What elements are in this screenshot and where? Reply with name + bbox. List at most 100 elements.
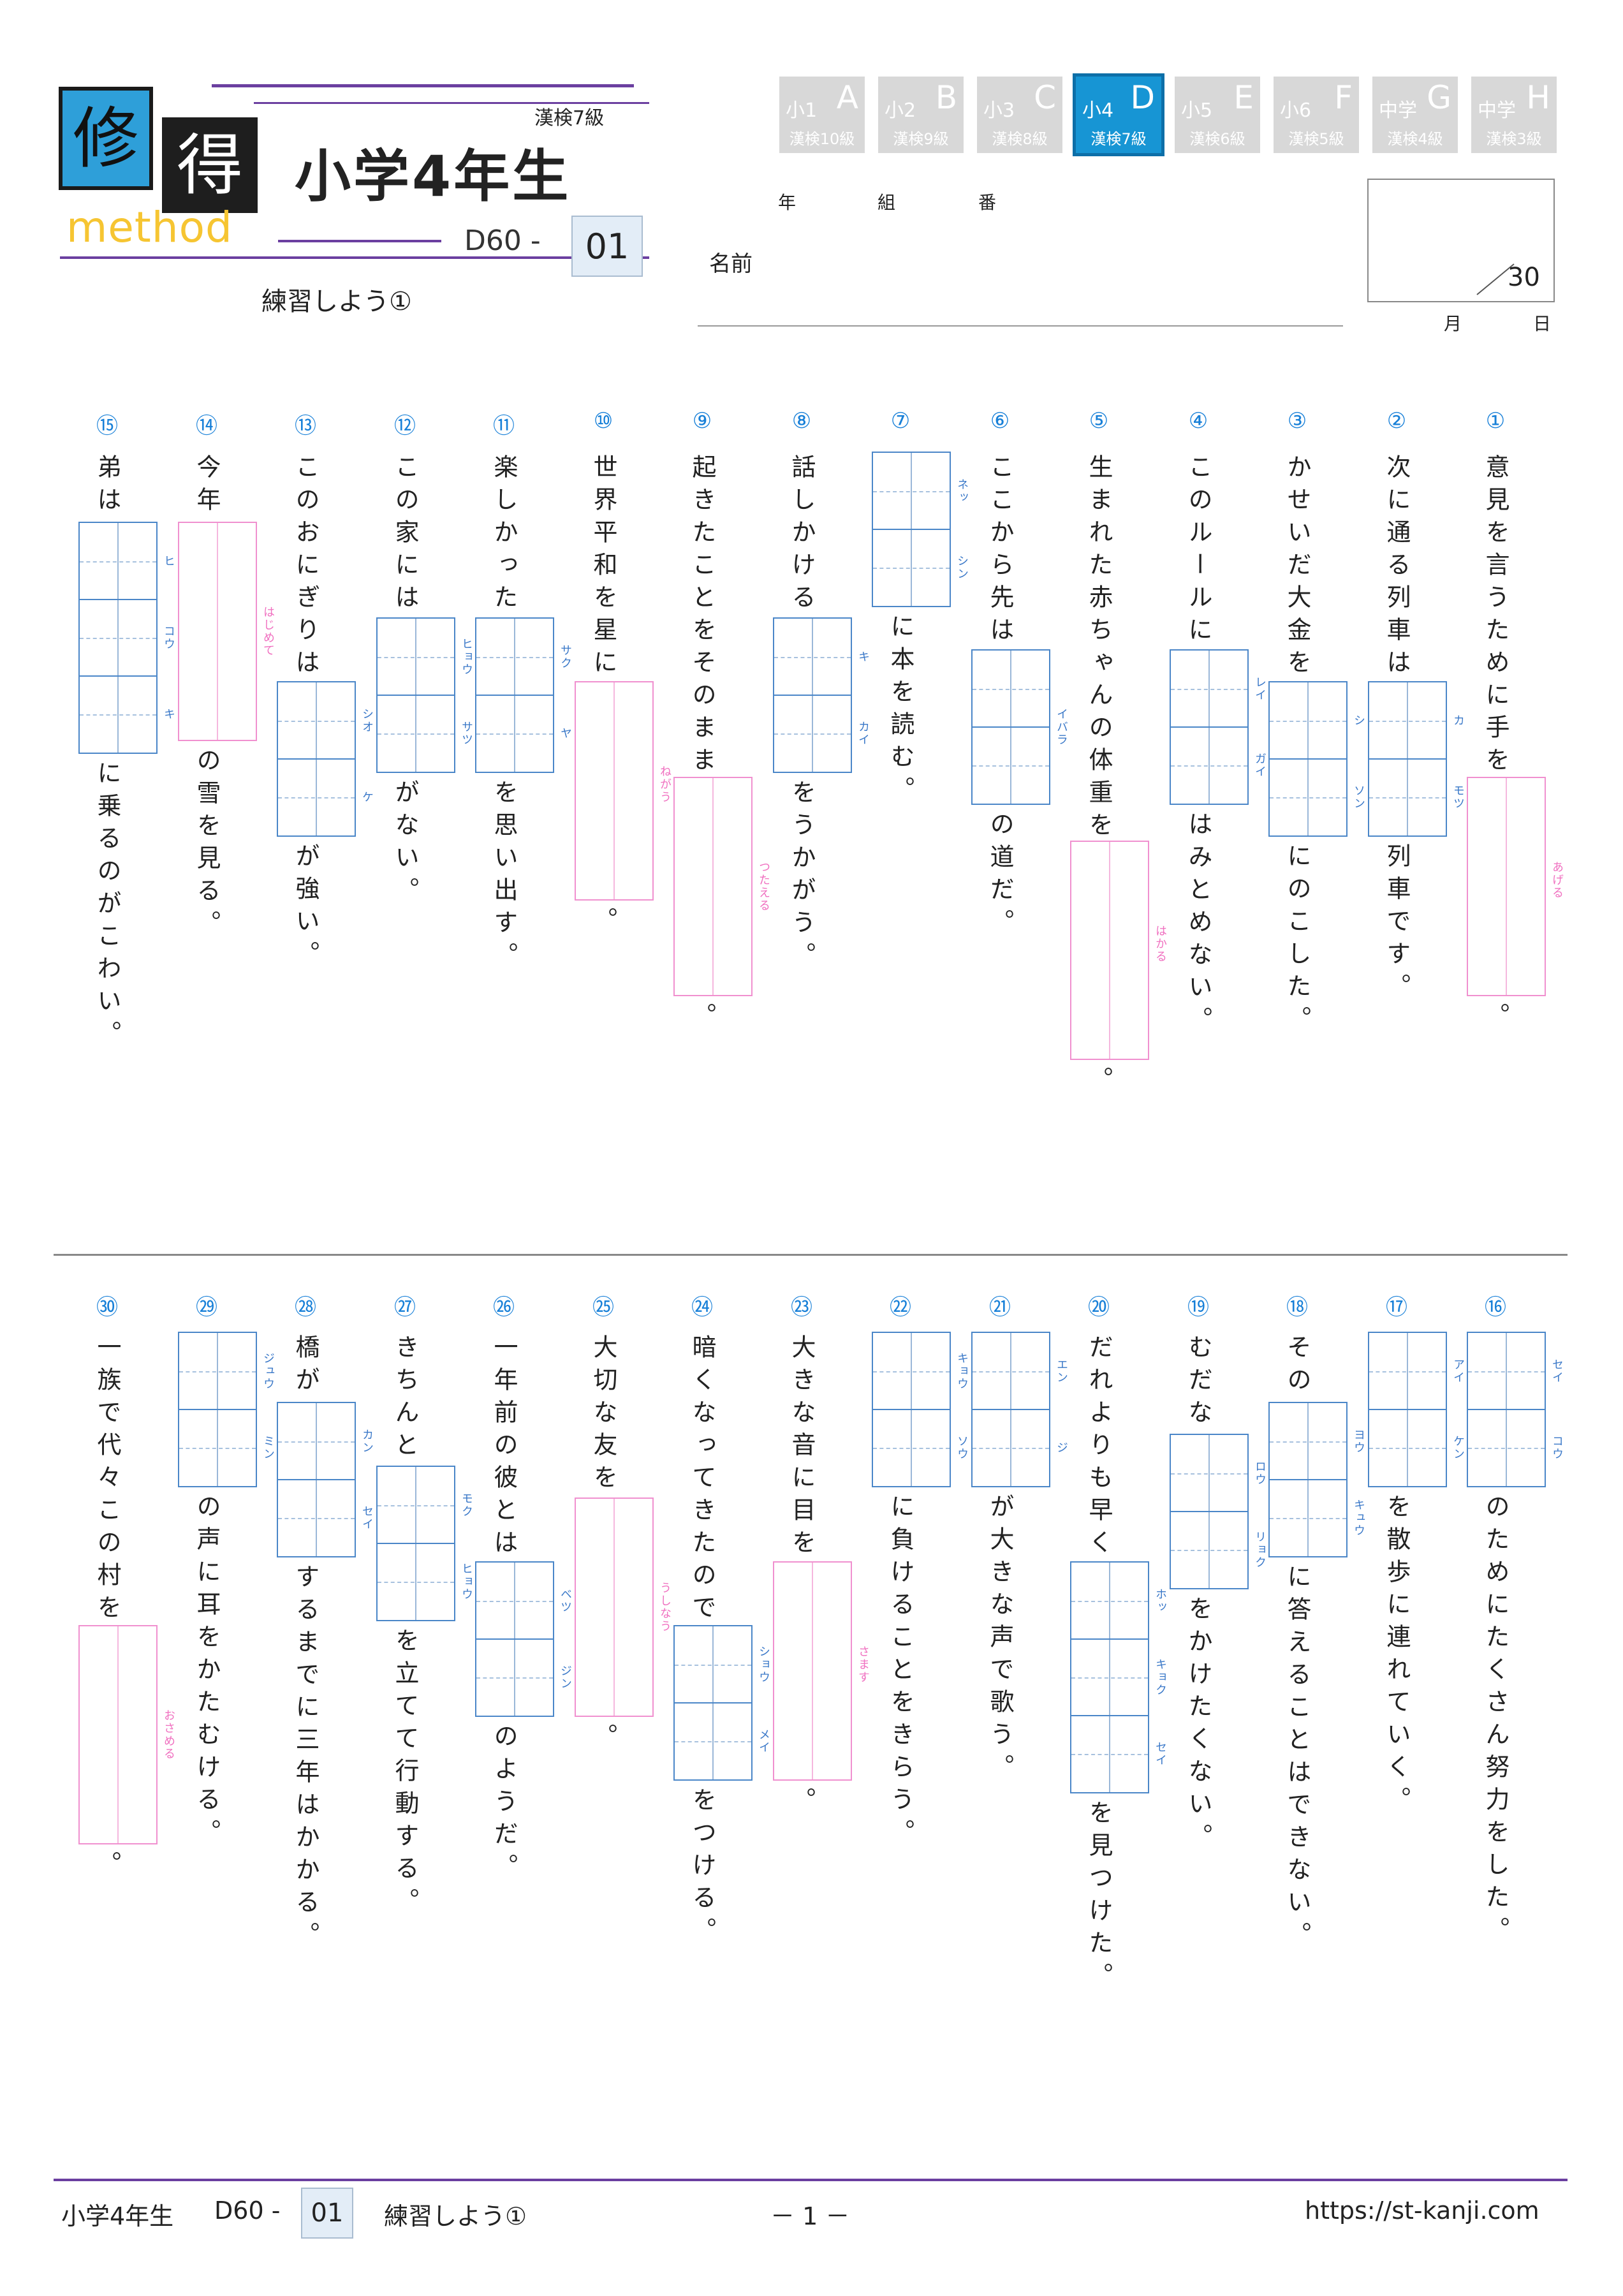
cell-guide [278, 797, 355, 798]
cell-divider [1270, 1479, 1346, 1480]
cell-divider [1369, 758, 1446, 760]
question-text-after: 。 [1085, 1066, 1113, 1099]
cell-guide [973, 765, 1049, 767]
kanji-answer-box[interactable]: ショウ メイ [673, 1625, 770, 1781]
question-text-before: ここから先は [986, 454, 1014, 649]
cell-guide [80, 638, 156, 639]
kanji-answer-box[interactable]: レイ ガイ [1170, 649, 1267, 805]
grade-tab-kanken: 漢検10級 [789, 130, 855, 148]
reading-hint: ケン [1451, 1435, 1465, 1461]
question-number: ① [1485, 408, 1506, 434]
question-number: ⑥ [990, 408, 1010, 434]
kanji-answer-box[interactable]: アイ ケン [1368, 1332, 1465, 1487]
question-number: ⑦ [890, 408, 911, 434]
cell-divider [378, 1543, 454, 1544]
kanji-answer-box[interactable]: ヒョウ サツ [376, 617, 473, 773]
kanji-answer-box[interactable]: ロウ リョク [1170, 1434, 1267, 1589]
kanji-answer-box[interactable]: キョウ ソウ [872, 1332, 969, 1487]
cell-guide [1171, 765, 1247, 767]
reading-hint: カン [360, 1429, 374, 1454]
question-number: ⑬ [295, 413, 316, 439]
cell-guide [378, 657, 454, 658]
hiragana-answer-box[interactable]: はじめて [178, 522, 275, 741]
kanji-answer-box[interactable]: キカイ [773, 617, 870, 773]
hiragana-answer-box[interactable]: ねがう [575, 681, 672, 901]
grade-tab-g[interactable]: 中学 G 漢検4級 [1372, 77, 1458, 153]
logo-char-1: 修 [59, 87, 153, 190]
reading-hint: あげる [1550, 861, 1564, 899]
reading-hint: イバラ [1055, 708, 1068, 746]
question-text-before: このおにぎりは [291, 454, 319, 682]
question-text-after: をかけたくない。 [1184, 1596, 1212, 1856]
reading-hint: セイ [360, 1505, 374, 1531]
hiragana-answer-box[interactable]: つたえる [673, 777, 770, 996]
name-line[interactable] [698, 325, 1343, 327]
reading-hint: はかる [1154, 925, 1167, 963]
hiragana-answer-box[interactable]: おさめる [78, 1625, 175, 1844]
cell-guide [873, 568, 950, 569]
grade-tab-c[interactable]: 小3 C 漢検8級 [977, 77, 1062, 153]
kanji-answer-box[interactable]: シオケ [277, 681, 374, 837]
kanji-answer-box[interactable]: セイ コウ [1467, 1332, 1564, 1487]
cell-guide [774, 657, 851, 658]
kanji-answer-box[interactable]: カン セイ [277, 1402, 374, 1557]
rule [212, 84, 634, 87]
kanji-answer-box[interactable]: イバラ [971, 649, 1068, 805]
cell-divider [973, 726, 1049, 728]
kanji-answer-box[interactable]: ヒコウキ [78, 522, 175, 754]
kanji-answer-box[interactable]: ネッ シン [872, 452, 969, 607]
kanji-answer-box[interactable]: サクヤ [475, 617, 572, 773]
number-label: 番 [978, 192, 997, 213]
reading-hint: シ [1352, 714, 1365, 727]
score-box[interactable]: 30 [1367, 179, 1555, 302]
cell-divider [774, 695, 851, 696]
question-text-after: 。 [589, 1723, 617, 1756]
grade-tab-d[interactable]: 小4 D 漢検7級 [1073, 73, 1164, 156]
question-text-after: 列車です。 [1383, 843, 1411, 1006]
reading-hint: ベツ [559, 1588, 572, 1614]
grade-tab-f[interactable]: 小6 F 漢検5級 [1274, 77, 1359, 153]
reading-hint: キュウ [1352, 1499, 1365, 1537]
question-text-after: のためにたくさん努力をした。 [1481, 1494, 1509, 1949]
kanji-answer-box[interactable]: カモツ [1368, 681, 1465, 837]
kanji-answer-box[interactable]: モク ヒョウ [376, 1466, 473, 1621]
kanji-answer-box[interactable]: ヨウ キュウ [1268, 1402, 1365, 1557]
grade-tab-grade: 小3 [983, 99, 1015, 122]
month-label: 月 [1444, 313, 1462, 334]
cell-divider [378, 695, 454, 696]
question-text-before: だれよりも早く [1085, 1334, 1113, 1562]
reading-hint: ヨウ [1352, 1429, 1365, 1454]
hiragana-answer-box[interactable]: うしなう [575, 1498, 672, 1717]
class-label: 組 [878, 192, 896, 213]
kanji-answer-box[interactable]: ベツ ジン [475, 1561, 572, 1717]
grade-tab-h[interactable]: 中学 H 漢検3級 [1471, 77, 1557, 153]
hiragana-answer-box[interactable]: あげる [1467, 777, 1564, 996]
question-number: ⑧ [791, 408, 812, 434]
kanji-answer-box[interactable]: シソン [1268, 681, 1365, 837]
question-text-before: 起きたことをそのまま [688, 454, 716, 779]
reading-hint: うしなう [658, 1582, 672, 1633]
cell-divider [1270, 758, 1346, 760]
cell-guide [179, 1448, 256, 1449]
grade-tab-b[interactable]: 小2 B 漢検9級 [878, 77, 964, 153]
site-url[interactable]: https://st-kanji.com [1305, 2197, 1539, 2225]
kanji-answer-box[interactable]: ジュウ ミン [178, 1332, 275, 1487]
cell-guide [973, 1371, 1049, 1372]
hiragana-answer-box[interactable]: さます [773, 1561, 870, 1781]
cell-guide [873, 1448, 950, 1449]
hiragana-answer-box[interactable]: はかる [1070, 841, 1167, 1060]
kanji-answer-box[interactable]: ホッ キョク セイ [1070, 1561, 1167, 1793]
cell-guide [1468, 1371, 1545, 1372]
kanji-answer-box[interactable]: エンジ [971, 1332, 1068, 1487]
footer-subtitle: 練習しよう① [384, 2202, 527, 2230]
grade-tab-e[interactable]: 小5 E 漢検6級 [1175, 77, 1260, 153]
footer-grade: 小学4年生 [61, 2202, 174, 2230]
question-text-before: 楽しかった [490, 454, 518, 617]
question-text-after: はみとめない。 [1184, 811, 1212, 1039]
reading-hint: キョウ [955, 1352, 969, 1390]
grade-tab-letter: B [935, 79, 957, 116]
year-label: 年 [778, 192, 797, 213]
cell-guide [476, 1677, 553, 1679]
cell-divider [1468, 1409, 1545, 1410]
grade-tab-a[interactable]: 小1 A 漢検10級 [779, 77, 865, 153]
